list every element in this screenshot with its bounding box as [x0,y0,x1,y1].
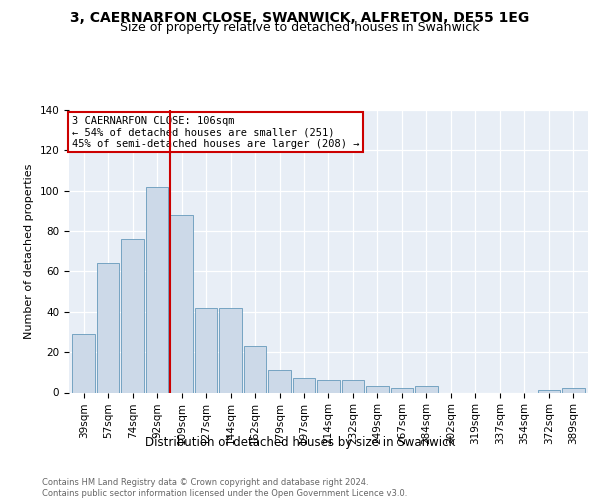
Bar [121,239,144,392]
Bar [146,186,169,392]
Bar [562,388,584,392]
Text: 3, CAERNARFON CLOSE, SWANWICK, ALFRETON, DE55 1EG: 3, CAERNARFON CLOSE, SWANWICK, ALFRETON,… [70,10,530,24]
Bar [538,390,560,392]
Bar [342,380,364,392]
Bar [170,215,193,392]
Bar [317,380,340,392]
Text: 3 CAERNARFON CLOSE: 106sqm
← 54% of detached houses are smaller (251)
45% of sem: 3 CAERNARFON CLOSE: 106sqm ← 54% of deta… [71,116,359,149]
Y-axis label: Number of detached properties: Number of detached properties [24,164,34,339]
Bar [415,386,437,392]
Bar [97,264,119,392]
Bar [195,308,217,392]
Text: Contains HM Land Registry data © Crown copyright and database right 2024.
Contai: Contains HM Land Registry data © Crown c… [42,478,407,498]
Text: Distribution of detached houses by size in Swanwick: Distribution of detached houses by size … [145,436,455,449]
Bar [391,388,413,392]
Bar [244,346,266,393]
Text: Size of property relative to detached houses in Swanwick: Size of property relative to detached ho… [120,21,480,34]
Bar [73,334,95,392]
Bar [268,370,291,392]
Bar [366,386,389,392]
Bar [220,308,242,392]
Bar [293,378,315,392]
